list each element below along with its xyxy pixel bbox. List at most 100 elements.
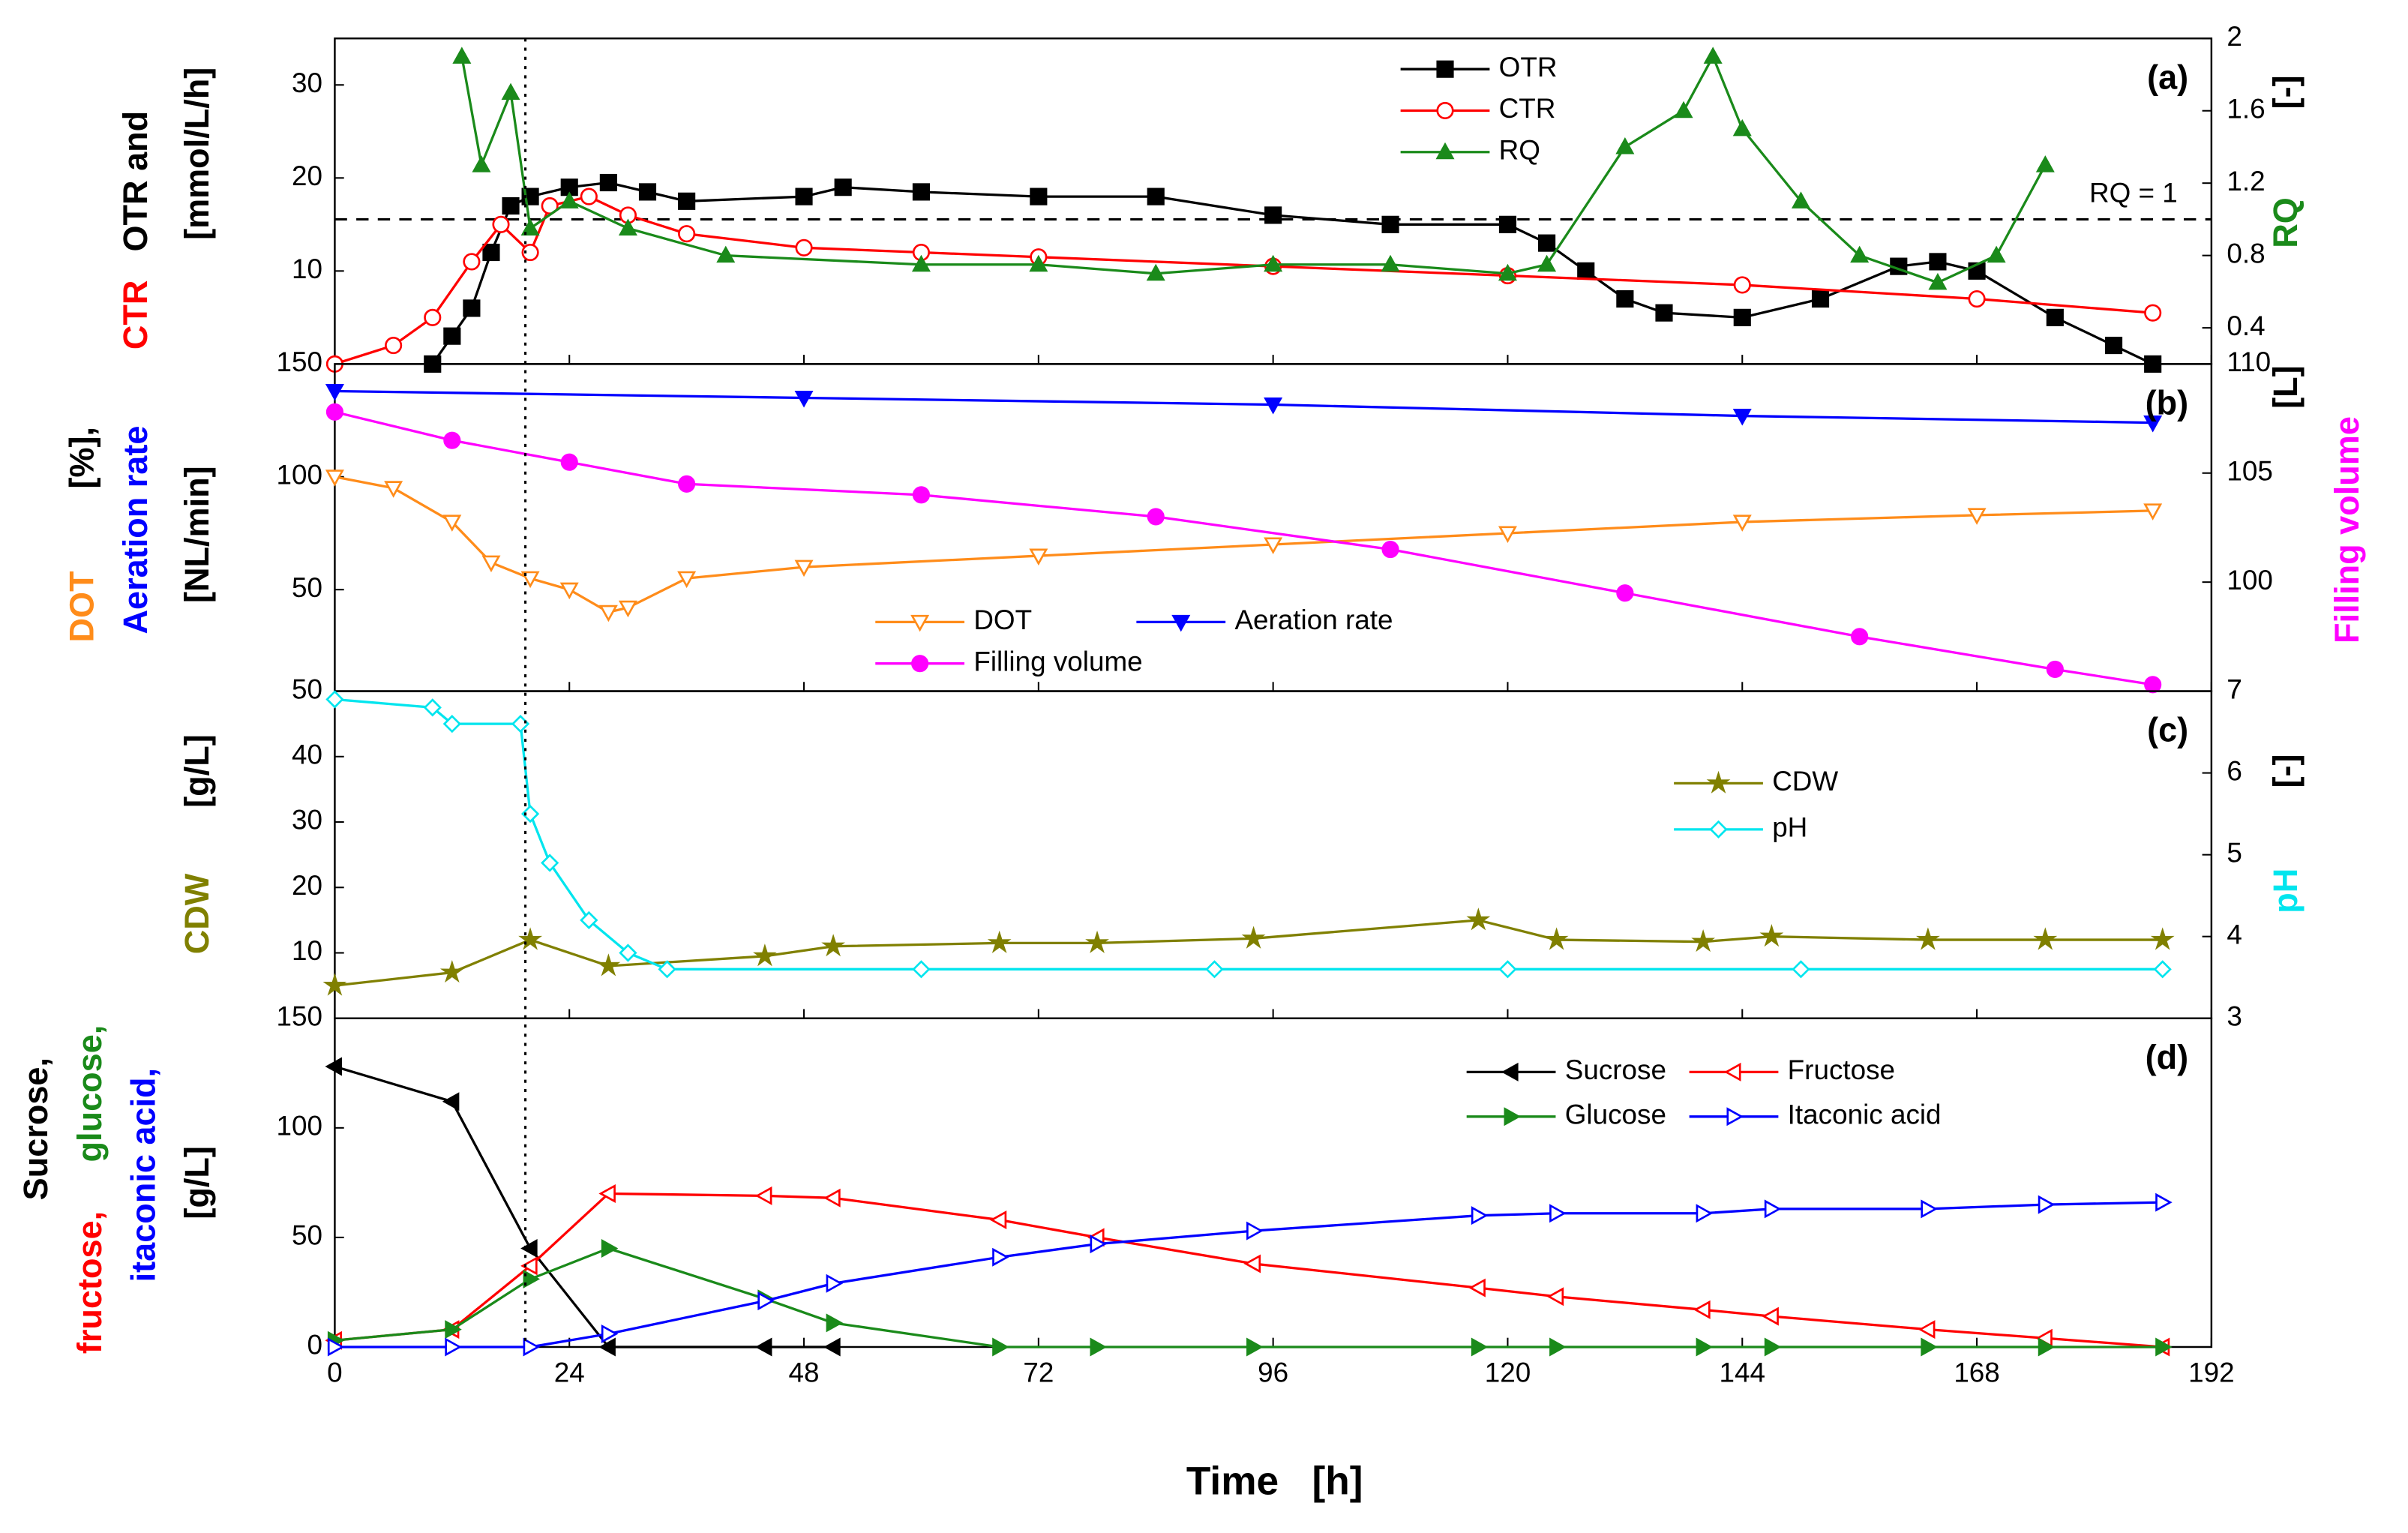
marker: [1733, 276, 1751, 294]
marker: [520, 1256, 538, 1276]
y2-axis-label: RQ: [2266, 197, 2305, 248]
x-tick-label: 168: [1954, 1358, 2000, 1388]
marker: [716, 245, 736, 263]
marker: [1928, 272, 1948, 290]
marker: [1929, 253, 1947, 271]
series-line: [334, 476, 2153, 614]
y-tick-label: 30: [292, 805, 322, 836]
marker: [826, 1313, 844, 1333]
marker: [445, 1337, 462, 1357]
marker: [463, 299, 481, 317]
marker: [834, 178, 852, 196]
marker: [794, 560, 814, 578]
marker: [794, 390, 814, 408]
marker: [1577, 262, 1595, 280]
marker: [1264, 254, 1283, 272]
marker: [754, 1337, 772, 1357]
y2-tick-label: 1.2: [2227, 166, 2265, 196]
marker: [753, 944, 777, 967]
marker: [1724, 1062, 1741, 1082]
y-tick-label: 10: [292, 254, 322, 284]
marker: [385, 336, 403, 355]
y2-tick-label: 3: [2227, 1000, 2242, 1031]
marker: [452, 46, 472, 64]
panel-label: (b): [2146, 384, 2189, 422]
marker: [821, 934, 846, 957]
marker: [439, 959, 464, 983]
marker: [1381, 540, 1399, 559]
marker: [1471, 1206, 1489, 1226]
y-axis-label: [mmol/L/h]: [178, 68, 216, 240]
y2-axis-label: Filling volume: [2328, 416, 2366, 644]
series-line: [334, 389, 2153, 424]
plot-frame: [334, 37, 2213, 365]
marker: [2046, 660, 2064, 679]
marker: [384, 481, 403, 498]
panel-label: (d): [2146, 1038, 2189, 1076]
marker: [1147, 508, 1165, 526]
y-axis-label: CTR: [116, 280, 154, 350]
marker: [1205, 960, 1224, 979]
marker: [911, 254, 931, 272]
marker: [1498, 263, 1517, 281]
marker: [912, 960, 931, 979]
y2-tick-label: 6: [2227, 755, 2242, 786]
marker: [1381, 215, 1399, 233]
y-tick-label: 30: [292, 68, 322, 98]
marker: [325, 1057, 342, 1076]
marker: [1616, 290, 1634, 308]
marker: [1764, 1337, 1782, 1357]
marker: [987, 930, 1012, 953]
marker: [598, 1337, 616, 1357]
y-axis-label: OTR and: [116, 111, 154, 252]
marker: [1791, 191, 1810, 208]
x-tick-label: 0: [327, 1358, 343, 1388]
marker: [442, 1092, 460, 1112]
marker: [2038, 1337, 2056, 1357]
marker: [442, 514, 462, 532]
marker: [445, 1320, 462, 1340]
marker: [1987, 245, 2006, 263]
marker: [1264, 206, 1282, 224]
marker: [2144, 304, 2162, 322]
marker: [1537, 254, 1557, 272]
marker: [1243, 1254, 1261, 1274]
y2-tick-label: 2: [2227, 21, 2242, 52]
marker: [1466, 908, 1491, 931]
marker: [1811, 290, 1830, 308]
marker: [1147, 188, 1165, 206]
y-axis-label: [g/L]: [178, 1146, 216, 1220]
series-line: [334, 698, 2163, 970]
marker: [1171, 614, 1191, 632]
legend-label: OTR: [1499, 52, 1558, 82]
marker: [1764, 1199, 1782, 1219]
x-tick-label: 96: [1258, 1358, 1288, 1388]
marker: [521, 243, 539, 262]
marker: [492, 215, 510, 233]
marker: [1732, 514, 1752, 532]
y2-tick-label: 100: [2227, 565, 2272, 596]
y-tick-label: 100: [277, 460, 323, 490]
legend-label: Itaconic acid: [1788, 1100, 1942, 1130]
marker: [523, 1269, 541, 1288]
legend-label: CTR: [1499, 93, 1556, 124]
marker: [1691, 928, 1716, 952]
x-tick-label: 120: [1485, 1358, 1531, 1388]
y2-axis-label: [L]: [2266, 365, 2305, 409]
marker: [559, 582, 579, 600]
marker: [823, 1188, 841, 1208]
marker: [1549, 1204, 1567, 1223]
x-tick-label: 72: [1023, 1358, 1054, 1388]
marker: [911, 655, 929, 673]
marker: [518, 927, 542, 950]
marker: [541, 854, 559, 872]
marker: [989, 1210, 1007, 1230]
marker: [2033, 927, 2058, 950]
reference-label: RQ = 1: [2089, 177, 2178, 208]
marker: [1732, 409, 1752, 426]
marker: [1471, 1337, 1489, 1357]
marker: [992, 1247, 1009, 1267]
series-line: [334, 410, 2153, 686]
marker: [1732, 118, 1752, 136]
y-axis-label: itaconic acid,: [124, 1068, 162, 1282]
